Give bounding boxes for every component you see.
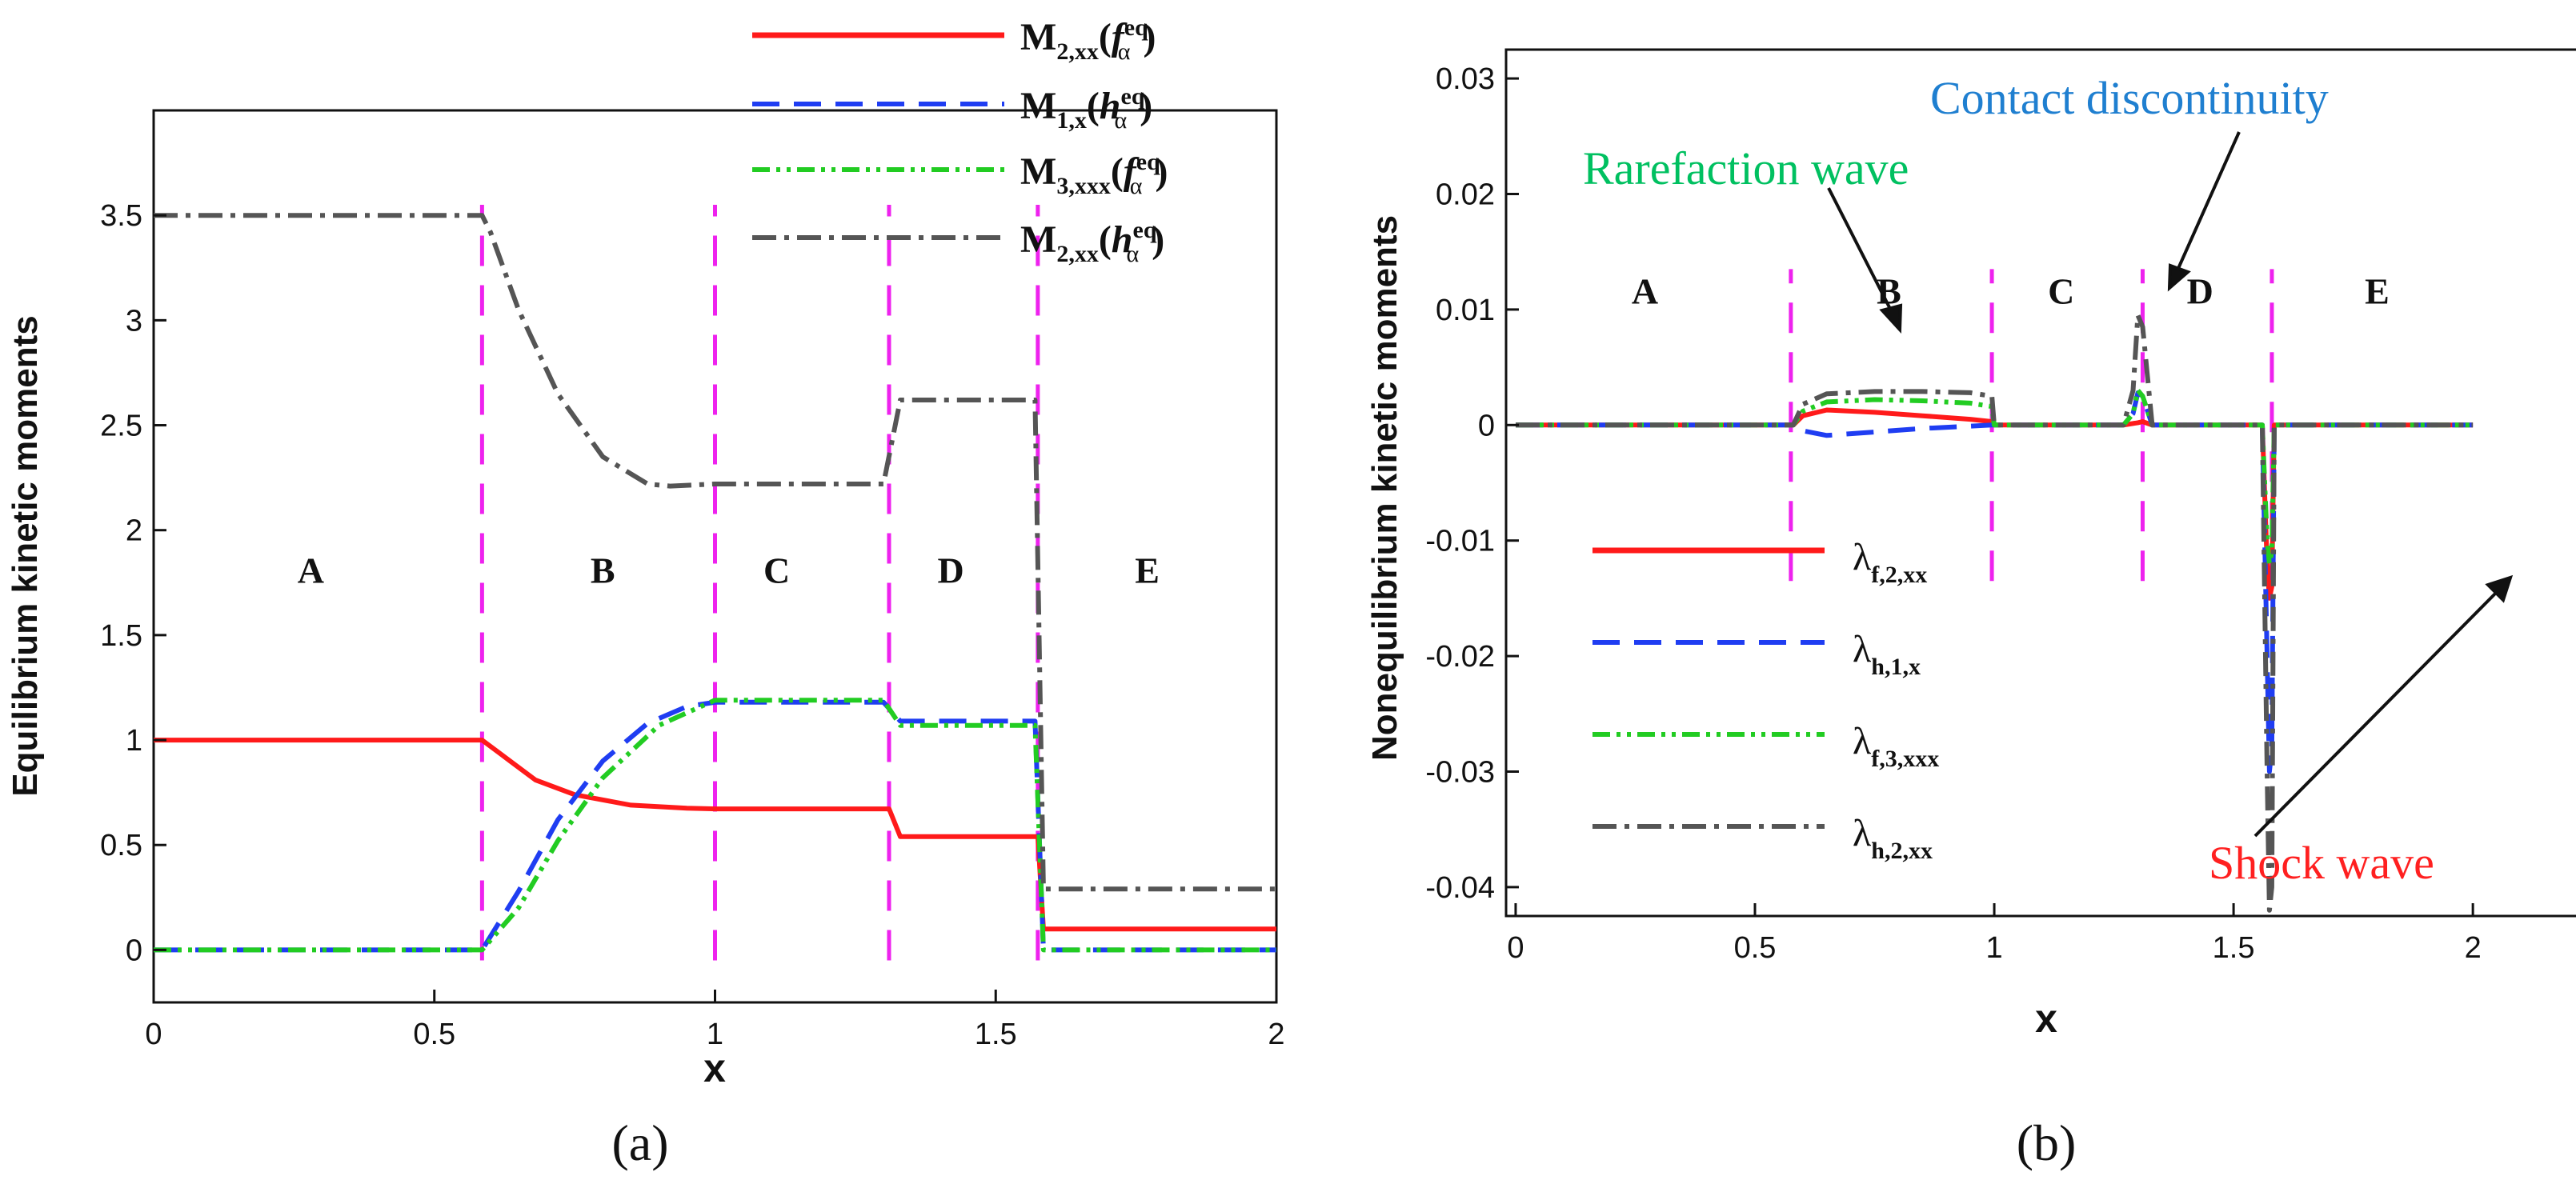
panel-b-series-1: [1516, 390, 2474, 774]
arrow-rarefaction: [1827, 187, 1894, 314]
panel-b-series-2: [1516, 388, 2474, 566]
annotation-contact-discontinuity: Contact discontinuity: [1930, 72, 2329, 124]
panel-a-xtick-label-1: 0.5: [413, 1018, 455, 1051]
panel-b-region-C: C: [2048, 271, 2074, 312]
panel-b-ytick-label-6: -0.03: [1425, 756, 1495, 790]
panel-a-legend: M2,xx(feq α) M1,x(heq α) M3,xxx(feq α) M2,x…: [752, 14, 1168, 267]
panel-a-xtick-label-0: 0: [145, 1018, 162, 1051]
panel-b-xtick-label-1: 0.5: [1734, 931, 1777, 965]
panel-a-region-E: E: [1135, 550, 1160, 590]
panel-b-xtick-label-2: 1: [1985, 931, 2002, 965]
caption-b: (b): [2017, 1114, 2077, 1171]
caption-a: (a): [611, 1114, 668, 1171]
panel-a-region-A: A: [298, 550, 324, 590]
legend-a-label-1: M1,x(heq α): [1020, 83, 1152, 134]
panel-a-ytick-label-4: 2: [126, 514, 142, 548]
legend-b-label-1: λh,1,x: [1853, 628, 1921, 680]
panel-a-ytick-label-5: 2.5: [100, 410, 142, 443]
panel-a-ylabel: Equilibrium kinetic moments: [6, 315, 45, 796]
annotation-shock-wave: Shock wave: [2209, 837, 2434, 889]
panel-b-ytick-label-7: -0.04: [1425, 871, 1495, 905]
arrow-contact: [2175, 131, 2241, 273]
panel-a-ytick-label-1: 0.5: [100, 829, 142, 862]
panel-b-ytick-label-0: 0.03: [1436, 62, 1495, 96]
panel-b-series-0: [1516, 407, 2474, 601]
legend-a-label-3: M2,xx(heq α): [1020, 217, 1164, 267]
arrowhead-contact: [2167, 263, 2191, 292]
arrow-shock: [2253, 590, 2498, 838]
panel-b-frame: [1504, 48, 2576, 918]
panel-b-ylabel: Nonequilibrium kinetic moments: [1365, 215, 1404, 761]
arrowhead-rarefaction: [1879, 303, 1903, 334]
panel-a: 0 0.5 1 1.5 2 0 0.5 1 1.5 2 2.5 3 3.5 A B C D E x Equil…: [6, 14, 1285, 1171]
panel-b-region-E: E: [2365, 271, 2390, 312]
panel-a-xtick-label-4: 2: [1268, 1018, 1284, 1051]
panel-b-ytick-label-5: -0.02: [1425, 640, 1495, 674]
panel-a-ytick-label-2: 1: [126, 724, 142, 758]
panel-b-ytick-label-3: 0: [1478, 409, 1495, 442]
panel-a-ytick-label-6: 3: [126, 304, 142, 338]
arrowhead-shock: [2485, 574, 2514, 603]
legend-b-label-3: λh,2,xx: [1853, 812, 1933, 864]
panel-b-region-A: A: [1632, 271, 1658, 312]
panel-a-ytick-label-0: 0: [126, 934, 142, 967]
panel-a-region-D: D: [938, 550, 964, 590]
panel-a-xtick-label-2: 1: [707, 1018, 723, 1051]
panel-b-ytick-label-2: 0.01: [1436, 294, 1495, 327]
legend-b-label-0: λf,2,xx: [1853, 536, 1927, 588]
panel-a-ytick-label-3: 1.5: [100, 619, 142, 653]
panel-b-xtick-label-3: 1.5: [2213, 931, 2255, 965]
panel-b-ytick-label-1: 0.02: [1436, 178, 1495, 212]
panel-b-region-D: D: [2187, 271, 2213, 312]
panel-b-ytick-label-4: -0.01: [1425, 525, 1495, 558]
panel-a-xlabel: x: [703, 1046, 726, 1090]
panel-b-xlabel: x: [2035, 996, 2057, 1041]
legend-b-label-2: λf,3,xxx: [1853, 720, 1939, 772]
legend-a-label-2: M3,xxx(feq α): [1020, 149, 1168, 199]
panel-a-series-3: [154, 213, 1276, 892]
panel-b: 0 0.5 1 1.5 2 0.03 0.02 0.01 0 -0.01 -0.02 -0.03 -0…: [1365, 48, 2576, 1171]
panel-b-legend: λf,2,xx λh,1,x λf,3,xxx λh,2,xx: [1592, 536, 1939, 864]
panel-a-series-2: [154, 698, 1276, 953]
legend-a-label-0: M2,xx(feq α): [1020, 14, 1156, 65]
panel-a-ytick-label-7: 3.5: [100, 199, 142, 233]
panel-b-xtick-label-0: 0: [1507, 931, 1524, 965]
panel-a-region-B: B: [591, 550, 615, 590]
panel-a-xtick-label-3: 1.5: [975, 1018, 1017, 1051]
panel-b-series-3: [1516, 313, 2474, 913]
panel-a-region-C: C: [763, 550, 790, 590]
panel-a-series-1: [154, 699, 1276, 953]
panel-b-xtick-label-4: 2: [2465, 931, 2482, 965]
annotation-rarefaction-wave: Rarefaction wave: [1583, 142, 1909, 194]
